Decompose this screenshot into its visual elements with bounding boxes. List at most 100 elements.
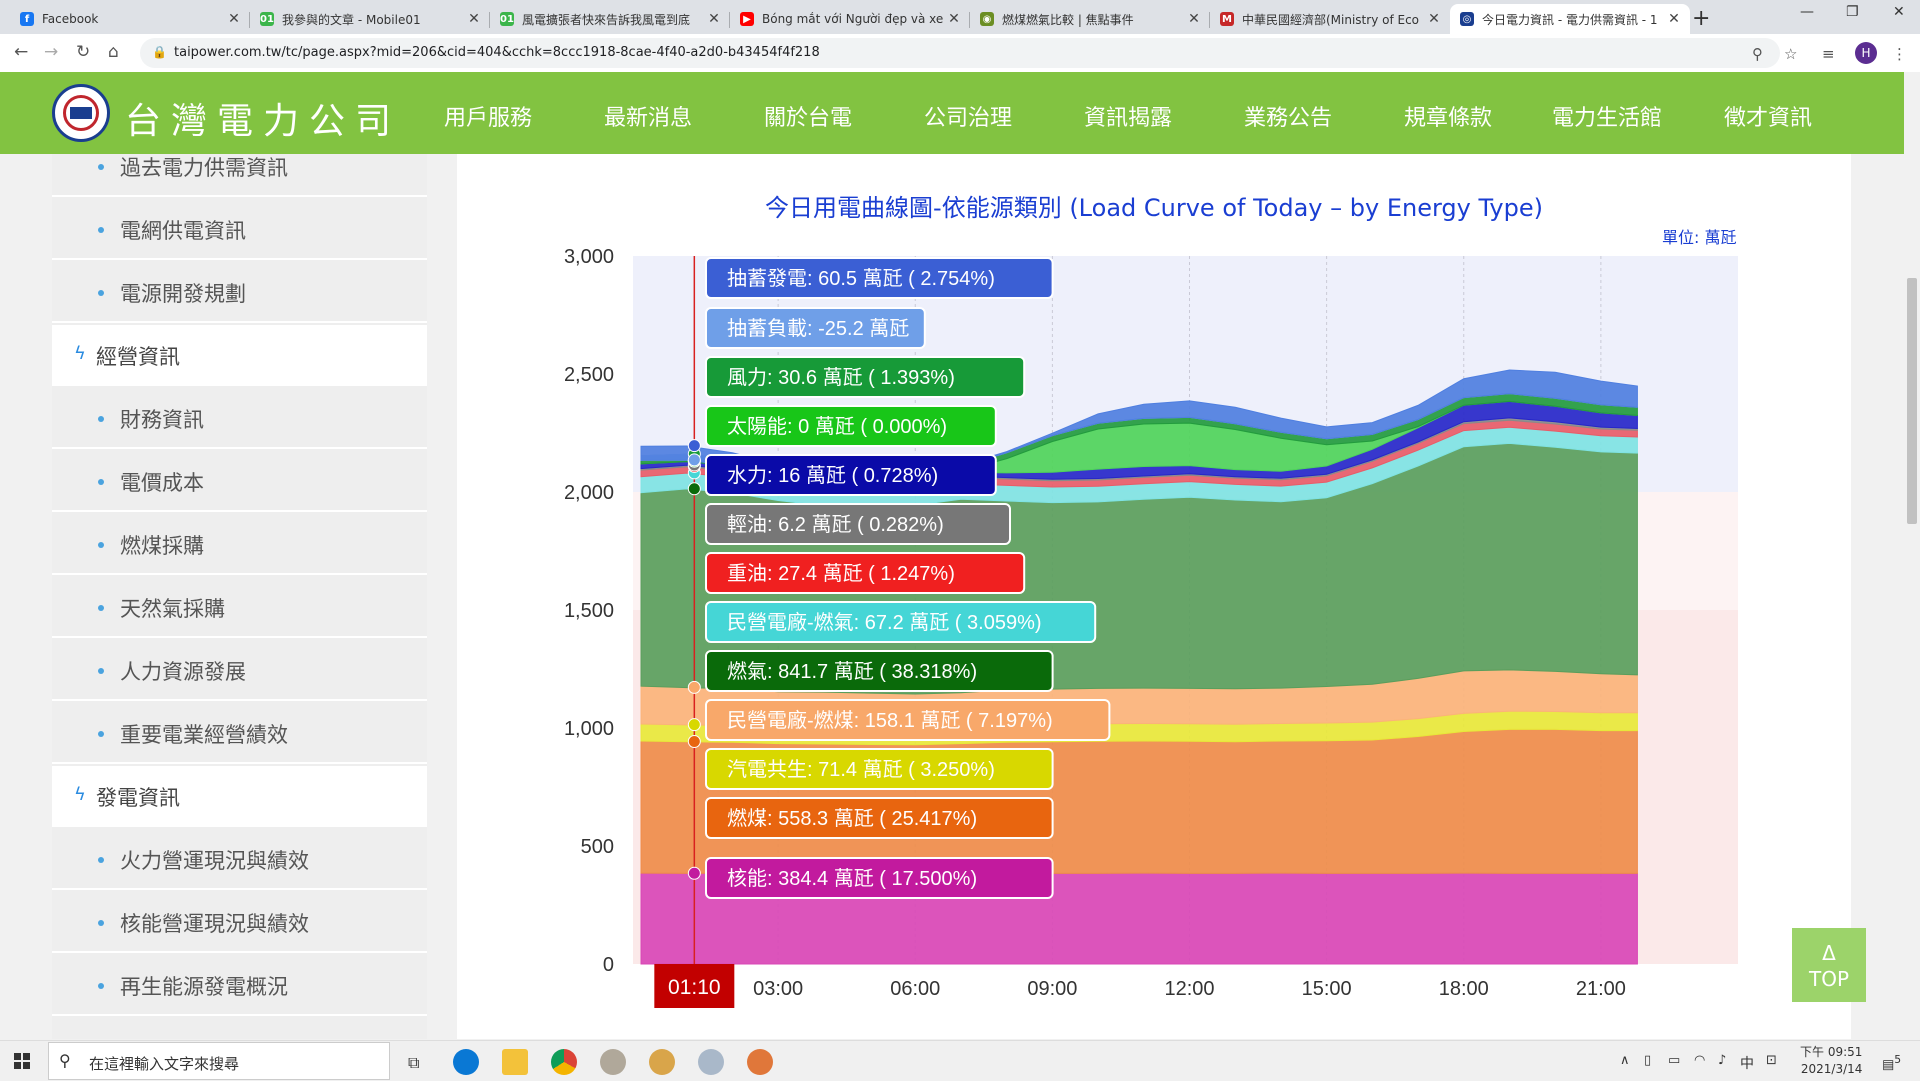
back-to-top-button[interactable]: Δ TOP: [1792, 928, 1866, 1002]
close-tab-icon[interactable]: ✕: [948, 11, 960, 27]
forward-icon[interactable]: →: [44, 42, 59, 62]
browser-tab[interactable]: ◎ 今日電力資訊 - 電力供需資訊 - 1 ✕: [1450, 4, 1690, 34]
close-tab-icon[interactable]: ✕: [468, 11, 480, 27]
sidebar-menu: 過去電力供需資訊電網供電資訊 電源開發規劃 ϟ 經營資訊 財務資訊電價成本燃煤採購天然氣…: [52, 154, 427, 1039]
y-tick-label: 2,000: [564, 482, 614, 504]
close-tab-icon[interactable]: ✕: [1428, 11, 1440, 27]
restore-button[interactable]: ❐: [1846, 4, 1859, 20]
app-icon-1[interactable]: [600, 1049, 626, 1075]
close-tab-icon[interactable]: ✕: [1668, 11, 1680, 27]
sidebar-item[interactable]: 火力營運現況與績效: [52, 829, 427, 890]
mobile01-icon: 01: [500, 12, 514, 26]
bullet-icon: [98, 290, 104, 296]
back-icon[interactable]: ←: [14, 42, 29, 62]
sidebar-item[interactable]: 過去電力供需資訊: [52, 154, 427, 197]
close-tab-icon[interactable]: ✕: [1188, 11, 1200, 27]
home-icon[interactable]: ⌂: [108, 42, 119, 62]
marker-dot: [687, 439, 701, 453]
site-header: 台灣電力公司 用戶服務 最新消息 關於台電 公司治理 資訊揭露 業務公告 規章條款 電力生活館…: [0, 72, 1904, 154]
browser-tab[interactable]: 01 我參與的文章 - Mobile01 ✕: [250, 4, 490, 34]
app-icon-2[interactable]: [649, 1049, 675, 1075]
close-window-button[interactable]: ✕: [1893, 4, 1905, 20]
bookmark-star-icon[interactable]: ☆: [1784, 45, 1798, 63]
close-tab-icon[interactable]: ✕: [708, 11, 720, 27]
windows-start-icon[interactable]: [14, 1053, 30, 1069]
scrollbar-thumb[interactable]: [1907, 278, 1917, 524]
x-tick-label: 21:00: [1576, 978, 1626, 1000]
close-tab-icon[interactable]: ✕: [228, 11, 240, 27]
keyboard-icon[interactable]: ⊡: [1766, 1053, 1777, 1068]
sidebar-item[interactable]: 核能營運現況與績效: [52, 892, 427, 953]
chrome-icon[interactable]: [551, 1049, 577, 1075]
nav-item[interactable]: 公司治理: [924, 106, 1013, 131]
reload-icon[interactable]: ↻: [76, 42, 91, 62]
sidebar-item-label: 人力資源發展: [120, 660, 246, 684]
nav-item[interactable]: 業務公告: [1244, 106, 1333, 131]
task-view-icon[interactable]: ⧉: [408, 1053, 420, 1072]
sidebar-section[interactable]: ϟ 發電資訊: [52, 766, 427, 827]
sidebar-section[interactable]: ϟ 經營資訊: [52, 325, 427, 386]
sidebar-item-label: 過去電力供需資訊: [120, 156, 288, 180]
sidebar-item[interactable]: 再生能源發電概況: [52, 955, 427, 1016]
nav-item[interactable]: 關於台電: [764, 106, 853, 131]
tooltip-label: 民營電廠-燃氣: 67.2 萬瓩 ( 3.059%): [727, 610, 1042, 634]
page-scrollbar[interactable]: [1904, 72, 1920, 1040]
file-explorer-icon[interactable]: [502, 1049, 528, 1075]
chart-unit-label: 單位: 萬瓩: [1662, 228, 1737, 247]
tooltip-box: [705, 748, 1054, 790]
taskbar-search-box[interactable]: ⚲ 在這裡輸入文字來搜尋: [48, 1042, 390, 1080]
wifi-icon[interactable]: ◠: [1694, 1053, 1706, 1068]
nav-item[interactable]: 最新消息: [604, 106, 693, 131]
browser-tab[interactable]: ▶ Bóng mắt với Người đẹp và xe S ✕: [730, 4, 970, 34]
minimize-button[interactable]: —: [1800, 4, 1814, 20]
zoom-icon[interactable]: ⚲: [1752, 45, 1763, 63]
clock-time: 下午 09:51: [1800, 1045, 1863, 1059]
app-icon-3[interactable]: [698, 1049, 724, 1075]
nav-item[interactable]: 規章條款: [1404, 106, 1493, 131]
profile-avatar[interactable]: H: [1855, 42, 1877, 64]
system-clock[interactable]: 下午 09:51 2021/3/14: [1800, 1044, 1862, 1078]
menu-kebab-icon[interactable]: ⋮: [1892, 45, 1907, 63]
tab-title: 中華民國經濟部(Ministry of Eco: [1242, 12, 1420, 27]
sidebar-item[interactable]: 電價成本: [52, 451, 427, 512]
ime-indicator[interactable]: 中: [1740, 1056, 1754, 1072]
taipower-logo[interactable]: [52, 84, 110, 142]
sidebar-item[interactable]: 人力資源發展: [52, 640, 427, 701]
sidebar-item[interactable]: 電源開發規劃: [52, 262, 427, 323]
sidebar-item-label: 燃煤採購: [120, 534, 204, 558]
sidebar-item[interactable]: 財務資訊: [52, 388, 427, 449]
new-tab-button[interactable]: +: [1692, 6, 1711, 31]
battery-icon[interactable]: ▭: [1668, 1053, 1681, 1068]
app-icon-4[interactable]: [747, 1049, 773, 1075]
nav-item[interactable]: 用戶服務: [444, 106, 533, 131]
tab-title: 我參與的文章 - Mobile01: [282, 12, 421, 27]
edge-icon[interactable]: [453, 1049, 479, 1075]
sidebar-item[interactable]: 電網供電資訊: [52, 199, 427, 260]
y-tick-label: 500: [581, 836, 614, 858]
volume-icon[interactable]: ♪: [1718, 1053, 1727, 1068]
lock-icon: 🔒: [152, 45, 167, 59]
tooltip-label: 抽蓄發電: 60.5 萬瓩 ( 2.754%): [727, 267, 995, 290]
reading-list-icon[interactable]: ≡: [1822, 45, 1835, 63]
sidebar-item-label: 電價成本: [120, 471, 204, 495]
browser-tab[interactable]: 01 風電擴張者快來告訴我風電到底 ✕: [490, 4, 730, 34]
nav-item[interactable]: 資訊揭露: [1084, 106, 1173, 131]
tray-chevron-icon[interactable]: ∧: [1620, 1053, 1630, 1068]
bullet-icon: [98, 164, 104, 170]
browser-tab[interactable]: f Facebook ✕: [10, 4, 250, 34]
site-brand-name[interactable]: 台灣電力公司: [125, 101, 402, 142]
sidebar-item-label: 經營資訊: [96, 345, 180, 369]
sidebar-item[interactable]: 天然氣採購: [52, 577, 427, 638]
sidebar-item[interactable]: 燃煤採購: [52, 514, 427, 575]
tray-device-icon[interactable]: ▯: [1644, 1053, 1652, 1068]
tooltip-label: 抽蓄負載: -25.2 萬瓩: [727, 317, 909, 340]
sidebar-item-label: 重要電業經營績效: [120, 723, 288, 747]
nav-item[interactable]: 電力生活館: [1552, 106, 1663, 131]
browser-tab[interactable]: M 中華民國經濟部(Ministry of Eco ✕: [1210, 4, 1450, 34]
url-field[interactable]: 🔒 taipower.com.tw/tc/page.aspx?mid=206&c…: [140, 38, 1797, 68]
load-curve-chart[interactable]: 0 500 1,000 1,500 2,000 2,500 3,000 03:00 06:00 0…: [457, 154, 1851, 1039]
sidebar-item[interactable]: 重要電業經營績效: [52, 703, 427, 764]
nav-item[interactable]: 徵才資訊: [1724, 106, 1813, 131]
browser-tab[interactable]: ◉ 燃煤燃氣比較 | 焦點事件 ✕: [970, 4, 1210, 34]
notification-icon[interactable]: ▤5: [1882, 1053, 1902, 1073]
